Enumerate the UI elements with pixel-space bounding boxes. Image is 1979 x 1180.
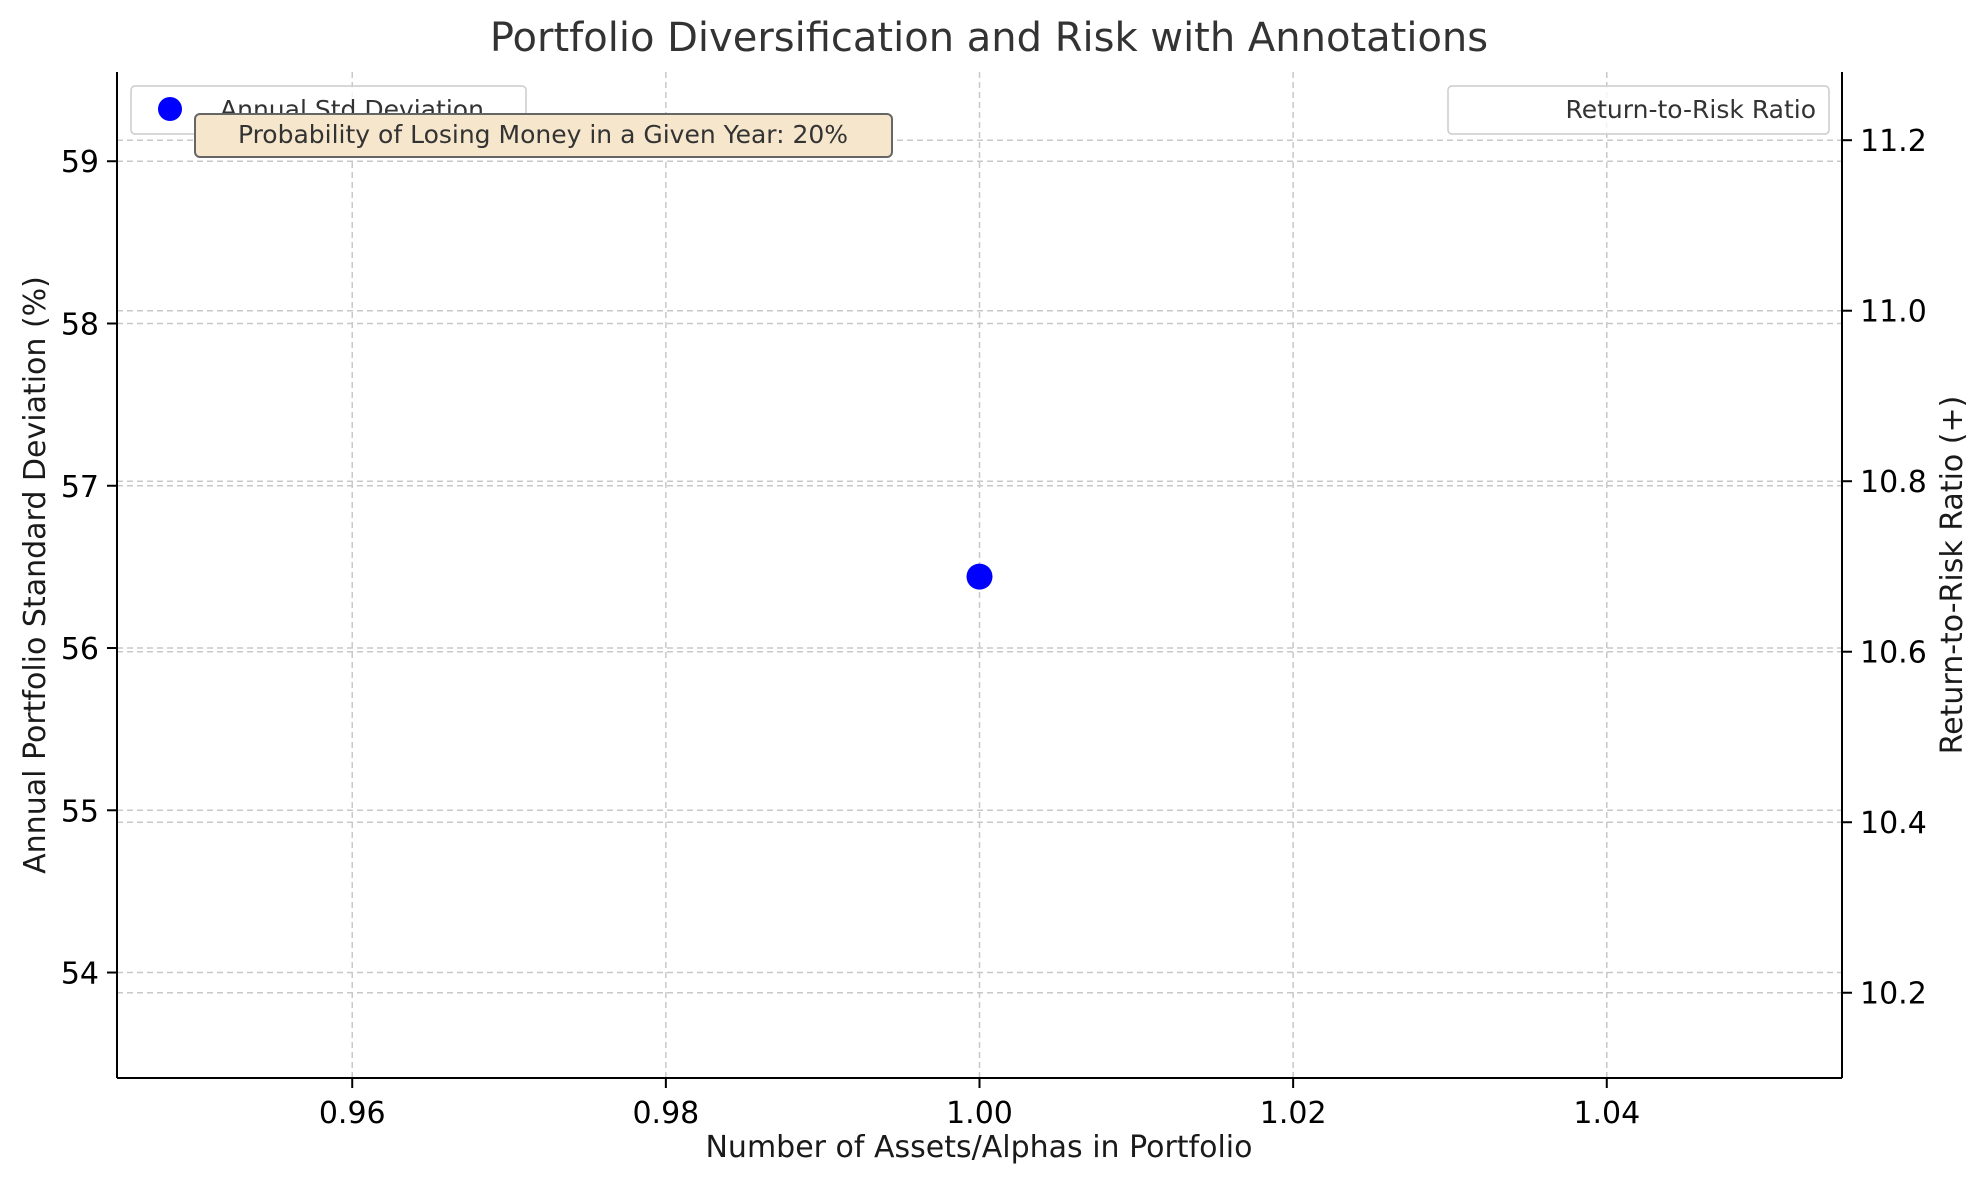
x-tick-label: 1.00 [946,1096,1013,1131]
y2-tick-label: 10.2 [1860,977,1927,1012]
y-gridlines [117,160,1842,974]
y2-axis-label: Return-to-Risk Ratio (+) [1935,396,1970,755]
annotation-box [194,113,893,158]
y-tick-label: 58 [61,308,99,343]
data-point [966,563,993,590]
annotation: Probability of Losing Money in a Given Y… [194,113,893,158]
y2-tick-label: 11.2 [1860,124,1927,159]
y-tick-label: 57 [61,470,99,505]
x-axis-label: Number of Assets/Alphas in Portfolio [705,1130,1252,1165]
chart-title: Portfolio Diversification and Risk with … [490,15,1488,61]
y-tick-label: 55 [61,794,99,829]
y2-tick-label: 10.4 [1860,806,1927,841]
x-tick-label: 0.96 [319,1096,386,1131]
legend-left-marker [158,97,182,121]
y2-gridlines [117,139,1842,994]
legend-right-box [1447,85,1830,135]
x-tick-label: 0.98 [632,1096,699,1131]
x-tick-label: 1.02 [1260,1096,1327,1131]
y2-tick-label: 10.6 [1860,636,1927,671]
data-points [966,563,993,590]
y-tick-label: 56 [61,632,99,667]
legend-right: Return-to-Risk Ratio [1447,85,1830,135]
y-tick-label: 59 [61,145,99,180]
y2-tick-label: 11.0 [1860,295,1927,330]
annotation-text: Probability of Losing Money in a Given Y… [238,120,848,149]
y-axis-label: Annual Portfolio Standard Deviation (%) [18,276,53,874]
y2-tick-label: 10.8 [1860,465,1927,500]
y2-ticks: 10.2 10.4 10.6 10.8 11.0 11.2 [1842,124,1927,1012]
y-ticks: 54 55 56 57 58 59 [61,145,117,992]
y-tick-label: 54 [61,957,99,992]
x-ticks: 0.96 0.98 1.00 1.02 1.04 [319,1078,1640,1131]
x-tick-label: 1.04 [1573,1096,1640,1131]
legend-right-label: Return-to-Risk Ratio [1565,95,1816,124]
